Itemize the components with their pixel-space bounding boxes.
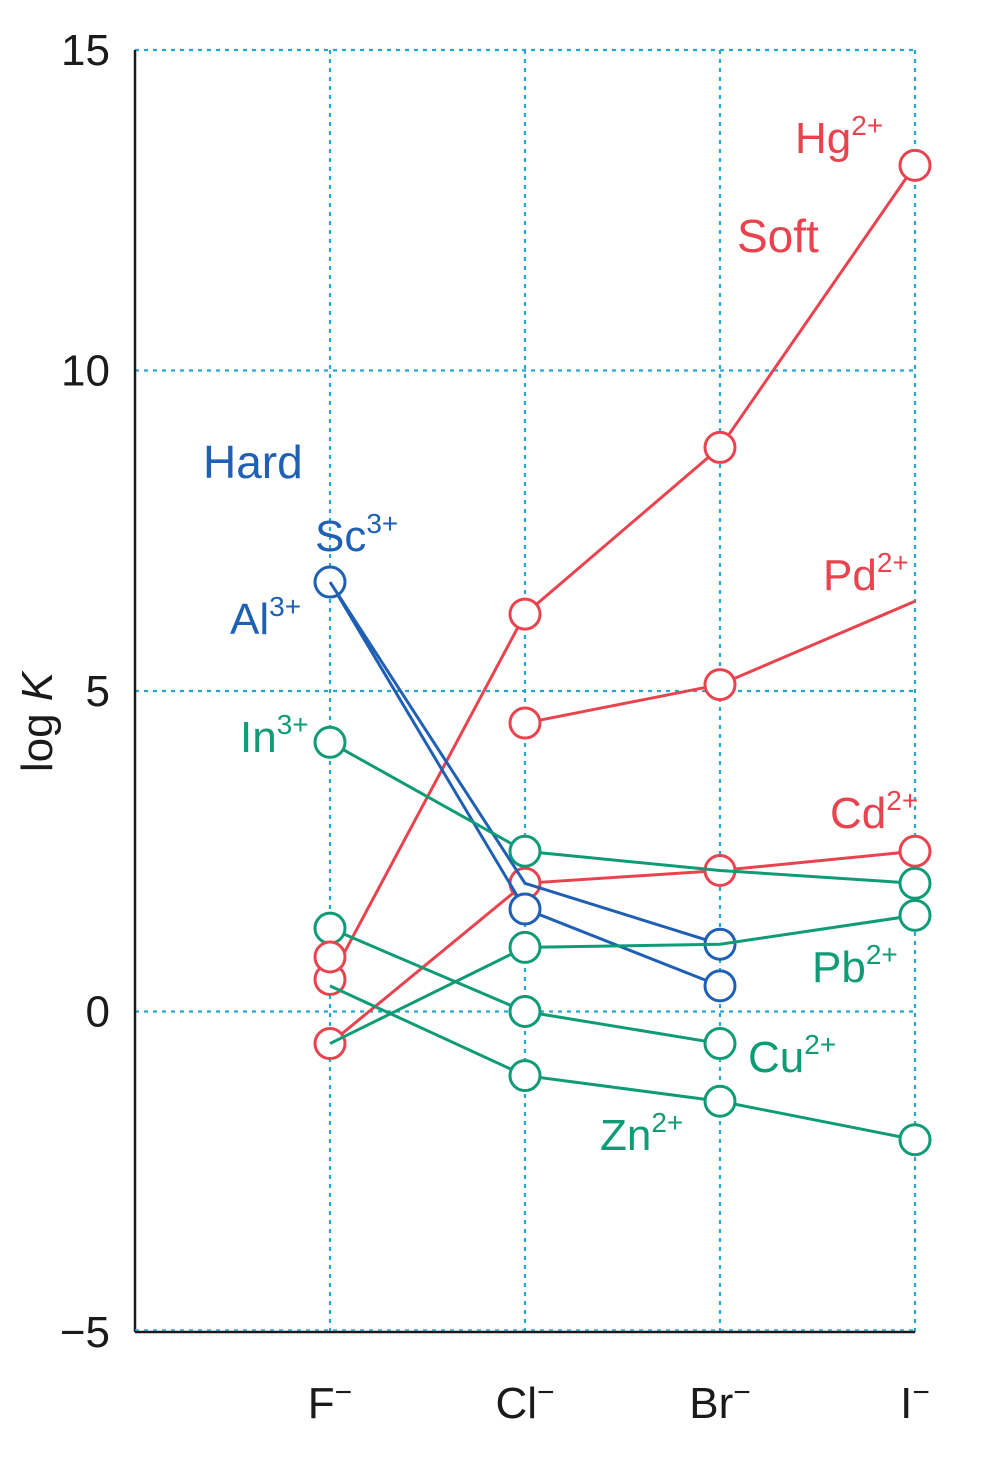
- point-hg-f-0: [313, 940, 347, 974]
- point-hg-1: [508, 597, 542, 631]
- series-label-pb: Pb2+: [812, 939, 898, 992]
- point-cd-3: [898, 834, 932, 868]
- series-zn: [329, 984, 932, 1157]
- y-axis-title: log K: [13, 670, 62, 772]
- y-tick-label-5: 5: [86, 667, 110, 716]
- series-label-pd: Pd2+: [823, 547, 909, 600]
- series-in: [313, 725, 932, 900]
- point-in-1: [508, 834, 542, 868]
- label-layer: Hg2+ Pd2+ Cd2+ Sc3+ Al3+ In3+ Pb2+ Cu2+ Zn2+ Hard…: [203, 110, 918, 1160]
- point-sc-2: [703, 969, 737, 1003]
- point-cu-2: [703, 1027, 737, 1061]
- y-tick-label-15: 15: [61, 26, 110, 75]
- series-label-hg: Hg2+: [795, 110, 883, 163]
- point-in-0: [313, 725, 347, 759]
- axis-layer: 15 10 5 0 −5 F− Cl− Br− I− log K: [13, 26, 930, 1428]
- point-zn-2: [703, 1084, 737, 1118]
- series-label-in: In3+: [240, 709, 309, 762]
- annotation-hard: Hard: [203, 436, 303, 488]
- x-tick-label-1: Cl−: [495, 1376, 554, 1428]
- series-line-pb: [329, 913, 916, 1045]
- point-sc-1: [508, 892, 542, 926]
- series-label-zn: Zn2+: [600, 1107, 683, 1160]
- series-pb: [329, 898, 932, 1045]
- series-line-cd: [329, 849, 916, 1045]
- x-tick-label-2: Br−: [689, 1376, 751, 1428]
- series-label-cu: Cu2+: [748, 1029, 836, 1082]
- point-pb-1: [508, 930, 542, 964]
- point-in-3: [898, 866, 932, 900]
- point-cu-0: [313, 911, 347, 945]
- series-cu: [313, 911, 737, 1061]
- x-tick-label-0: F−: [308, 1376, 352, 1428]
- point-cu-1: [508, 995, 542, 1028]
- point-pd-1: [508, 706, 542, 740]
- series-line-in: [329, 740, 916, 885]
- y-tick-label-10: 10: [61, 347, 110, 396]
- x-tick-label-3: I−: [900, 1376, 930, 1428]
- series-label-sc: Sc3+: [315, 508, 398, 561]
- series-line-al: [328, 581, 721, 946]
- series-hg-f: [313, 940, 347, 974]
- series-line-zn: [329, 984, 916, 1142]
- series-label-cd: Cd2+: [830, 785, 918, 838]
- point-zn-1: [508, 1059, 542, 1093]
- series-label-al: Al3+: [230, 591, 301, 644]
- point-hg-3: [898, 148, 932, 182]
- y-tick-label-0: 0: [86, 988, 110, 1037]
- series-pd: [508, 599, 916, 740]
- series-layer: [313, 148, 932, 1157]
- point-hg-2: [703, 430, 737, 464]
- series-sc: [313, 565, 737, 1003]
- y-tick-label-5: −5: [60, 1308, 110, 1357]
- point-pb-3: [898, 898, 932, 932]
- point-pd-2: [703, 668, 737, 702]
- annotation-soft: Soft: [737, 210, 819, 262]
- point-zn-3: [898, 1123, 932, 1157]
